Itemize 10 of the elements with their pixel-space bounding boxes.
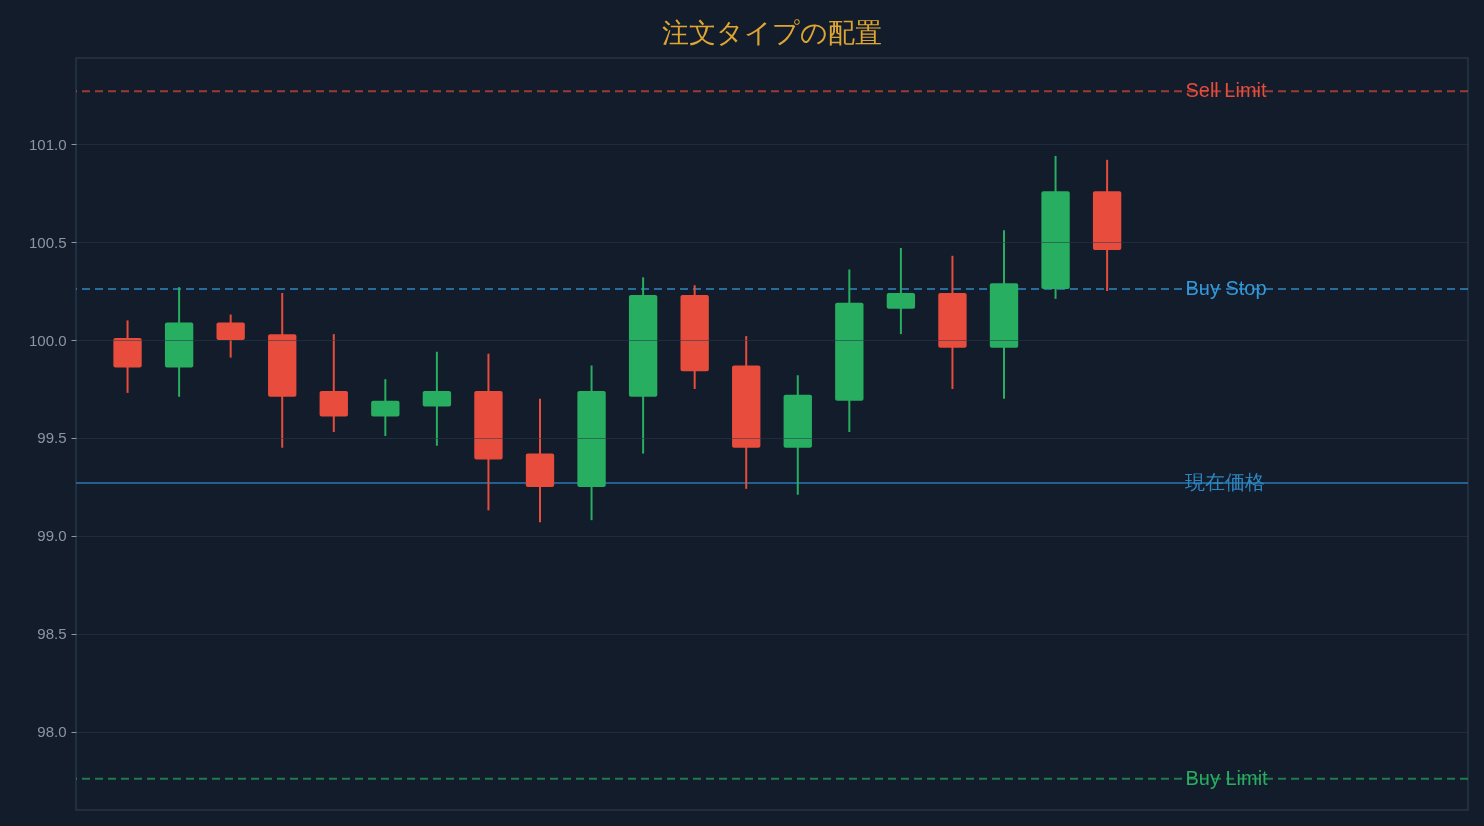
y-tick-label: 98.5 [37, 625, 67, 643]
candlestick [422, 350, 452, 447]
y-tick-label: 98.0 [37, 723, 67, 741]
y-tick-label: 100.5 [28, 233, 67, 251]
y-tick-label: 99.5 [37, 429, 67, 447]
y-tick-label: 100.0 [28, 331, 67, 349]
chart-title: 注文タイプの配置 [662, 18, 882, 48]
candlestick [886, 246, 916, 336]
y-tick-label: 99.0 [37, 527, 67, 545]
y-tick-label: 101.0 [28, 135, 67, 153]
